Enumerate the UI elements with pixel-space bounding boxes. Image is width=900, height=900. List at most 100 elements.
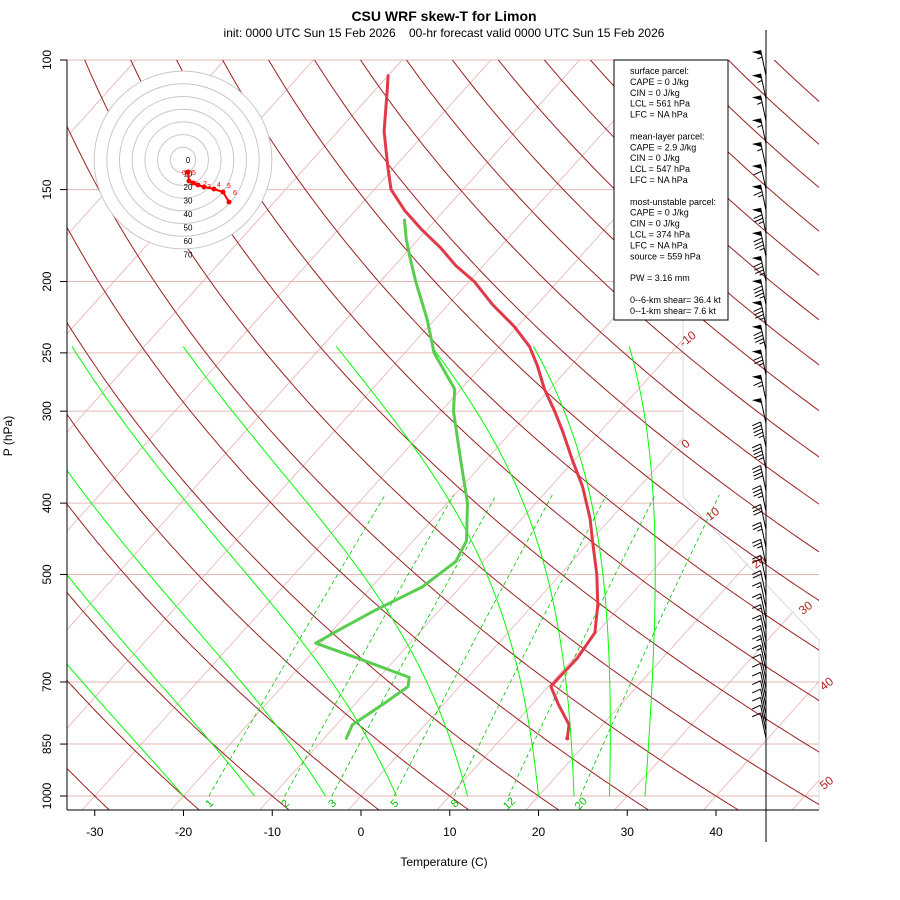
hodograph-ring-label: 30 [184, 197, 193, 206]
wind-barb [751, 604, 767, 631]
profiles [314, 74, 600, 741]
x-axis-label: Temperature (C) [400, 855, 487, 869]
mixing-ratio-line [393, 494, 553, 797]
wind-barb [751, 521, 767, 548]
hodograph-height-label: 5 [227, 183, 231, 190]
wind-barb [751, 704, 767, 731]
dry-adiabat-line [268, 60, 819, 602]
hodograph-height-label: 0.5 [186, 170, 196, 177]
moist-adiabat-line [182, 346, 468, 797]
mixing-ratio-label: 5 [388, 797, 401, 810]
dry-adiabat-line [451, 60, 819, 412]
isotherm-line [67, 60, 684, 810]
hodograph-point [186, 178, 192, 184]
parcel-value-line: LCL = 547 hPa [630, 164, 690, 174]
parcel-value-line: source = 559 hPa [630, 251, 701, 261]
x-axis-ticks: -30 -20 -10 0 10 20 30 40 [86, 810, 723, 839]
mixing-ratio-line [331, 494, 497, 797]
isotherm-line [701, 60, 819, 810]
parcel-value-line: LCL = 374 hPa [630, 230, 690, 240]
y-tick-label: 150 [40, 179, 54, 199]
isotherm-line [524, 60, 819, 810]
isotherm-line [879, 44, 900, 812]
dewpoint-profile [314, 218, 469, 740]
wind-barb [751, 712, 767, 739]
parcel-value-line: CIN = 0 J/kg [630, 219, 680, 229]
hodograph-point [211, 186, 217, 192]
wind-barb [751, 73, 767, 100]
isotherm-line [67, 60, 418, 810]
hodograph-height-label: 2 [203, 181, 207, 188]
isotherm-line [612, 60, 819, 810]
hodograph-point [190, 180, 196, 186]
dry-adiabat-line [359, 60, 819, 505]
hodograph-ring [119, 96, 247, 224]
y-tick-label: 700 [40, 672, 54, 692]
hodograph-ring [169, 146, 197, 174]
y-axis-label: P (hPa) [1, 416, 15, 456]
mixing-ratio-label: 1 [203, 797, 216, 810]
hodograph-height-label: 0 [182, 170, 186, 177]
mixing-ratio-label: 2 [279, 797, 292, 810]
hodograph-height-label: 6 [233, 190, 237, 197]
wind-barb [751, 207, 767, 234]
moist-adiabat-line [335, 346, 539, 797]
wind-barb [751, 324, 767, 351]
wind-barb [751, 118, 767, 144]
dry-adiabat-line [67, 591, 290, 810]
hodograph-point [220, 189, 226, 195]
wind-barb [751, 485, 767, 512]
shear-0-1km: 0--1-km shear= 7.6 kt [630, 306, 716, 316]
hodograph-point [201, 184, 207, 190]
hodograph-ring-label: 20 [184, 183, 193, 192]
hodograph-point [226, 199, 232, 205]
moist-adiabat-line [67, 663, 184, 797]
wind-barb [751, 300, 767, 327]
wind-barbs [751, 50, 767, 739]
hodograph-ring [157, 134, 209, 186]
dry-adiabat-line [497, 60, 819, 366]
y-tick-label: 300 [40, 401, 54, 421]
dry-adiabat-line [222, 60, 819, 651]
hodograph-ring-label: 60 [184, 237, 193, 246]
wind-barb [751, 634, 767, 661]
dry-adiabat-line [67, 503, 380, 810]
hodograph-ring-label: 40 [184, 210, 193, 219]
wind-barb [751, 593, 767, 620]
isotherm-label: 40 [817, 674, 836, 693]
hodograph-ring [131, 108, 235, 212]
mixing-ratio-line [453, 494, 607, 797]
chart-title: CSU WRF skew-T for Limon [351, 8, 536, 24]
y-tick-label: 250 [40, 343, 54, 363]
parcel-value-line: LFC = NA hPa [630, 175, 688, 185]
moist-adiabat-lines [67, 346, 656, 797]
hodograph-ring-label: 70 [184, 251, 193, 260]
wind-barb [751, 538, 767, 565]
isotherm-label: 50 [817, 773, 836, 792]
wind-barb [751, 374, 767, 401]
dry-adiabat-line [67, 413, 470, 810]
hodograph-height-label: 1 [194, 181, 198, 188]
wind-barb [751, 624, 767, 651]
wind-barb [751, 164, 767, 190]
dry-adiabat-line [67, 679, 200, 810]
x-tick-label: 20 [532, 825, 546, 839]
y-tick-label: 500 [40, 564, 54, 584]
wind-barb [751, 662, 767, 689]
temperature-profile [382, 74, 600, 740]
wind-barb [751, 465, 767, 492]
wind-barb [751, 50, 767, 76]
wind-barb [751, 696, 767, 723]
parcel-value-line: CAPE = 0 J/kg [630, 77, 689, 87]
wind-barb [751, 184, 767, 211]
frame-edge [682, 496, 820, 641]
wind-barb [751, 504, 767, 531]
isotherm-label: 30 [796, 598, 815, 617]
moist-adiabat-line [628, 346, 656, 797]
dry-adiabat-line [130, 60, 819, 753]
x-tick-label: 0 [358, 825, 365, 839]
isotherm-label: 0 [679, 436, 693, 451]
